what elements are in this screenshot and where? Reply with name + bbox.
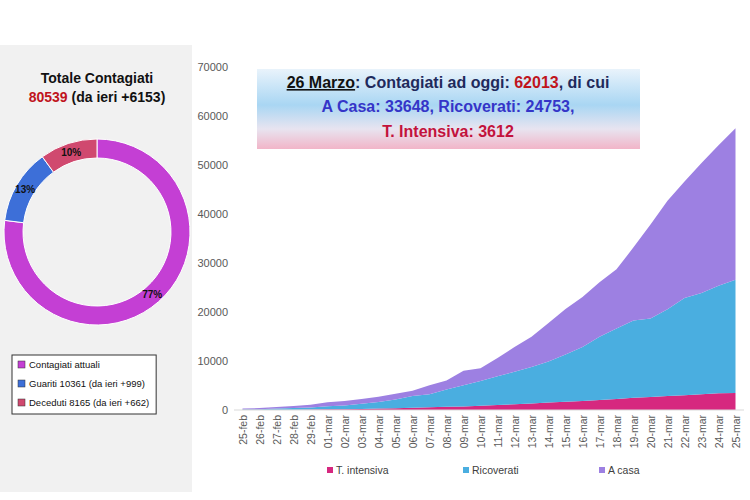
x-tick-label: 20-mar	[645, 415, 657, 449]
x-tick-label: 15-mar	[560, 415, 572, 449]
slice-label: 13%	[15, 184, 35, 195]
x-tick-label: 12-mar	[509, 415, 521, 449]
donut-slice	[42, 139, 97, 172]
donut-legend: Contagiati attuali Guariti 10361 (da ieri…	[12, 355, 156, 414]
subtitle-total: 80539	[29, 89, 68, 105]
legend-label: Deceduti 8165 (da ieri +662)	[29, 397, 149, 408]
x-tick-label: 18-mar	[611, 415, 623, 449]
annotation-date: 26 Marzo	[287, 74, 356, 91]
x-tick-label: 21-mar	[662, 415, 674, 449]
area-series	[243, 128, 736, 409]
x-tick-label: 25-mar	[730, 415, 742, 449]
donut-subtitle: 80539 (da ieri +6153)	[29, 89, 166, 105]
x-tick-label: 19-mar	[628, 415, 640, 449]
y-tick-label: 30000	[197, 257, 228, 269]
donut-slice	[4, 139, 190, 325]
x-tick-label: 09-mar	[458, 415, 470, 449]
x-tick-label: 07-mar	[424, 415, 436, 449]
legend-label: Ricoverati	[472, 464, 519, 476]
x-tick-label: 13-mar	[526, 415, 538, 449]
page: {"chart_data": [ {"type": "pie", "title"…	[0, 0, 750, 500]
donut-slice	[5, 157, 54, 223]
legend-label: Guariti 10361 (da ieri +999)	[29, 378, 145, 389]
x-tick-label: 25-feb	[237, 415, 249, 445]
annotation-line: 26 Marzo: Contagiati ad oggi: 62013, di …	[287, 74, 610, 91]
annotation-text: , di cui	[559, 74, 610, 91]
legend-swatch	[327, 467, 333, 473]
annotation-text: : Contagiati ad oggi:	[355, 74, 514, 91]
slice-label: 77%	[142, 289, 162, 300]
x-axis: 25-feb 26-feb 27-feb 28-feb 29-feb 01-mar 02-m…	[237, 415, 742, 449]
x-tick-label: 17-mar	[594, 415, 606, 449]
annotation-line: A Casa: 33648, Ricoverati: 24753,	[322, 98, 575, 115]
x-tick-label: 05-mar	[390, 415, 402, 449]
x-tick-label: 26-feb	[254, 415, 266, 445]
legend-swatch	[463, 467, 469, 473]
background	[0, 0, 750, 500]
y-tick-label: 60000	[197, 110, 228, 122]
y-tick-label: 0	[222, 404, 228, 416]
legend-label: T. intensiva	[336, 464, 389, 476]
donut-labels: 77% 13% 10%	[15, 147, 162, 300]
annotation-number: 62013	[514, 74, 559, 91]
x-tick-label: 28-feb	[288, 415, 300, 445]
x-tick-label: 04-mar	[373, 415, 385, 449]
slice-label: 10%	[61, 147, 81, 158]
left-panel	[0, 45, 192, 492]
donut-slices	[4, 139, 190, 325]
y-tick-label: 70000	[197, 61, 228, 73]
area-marks	[243, 128, 736, 410]
x-tick-label: 23-mar	[696, 415, 708, 449]
area-chart: 0 10000 20000 30000 40000 50000 60000 70000 25-f…	[197, 61, 744, 476]
legend-label: A casa	[608, 464, 640, 476]
annotation-line: T. Intensiva: 3612	[382, 123, 514, 140]
x-tick-label: 10-mar	[475, 415, 487, 449]
legend-box	[12, 355, 156, 414]
x-axis-line	[234, 410, 744, 411]
legend-swatch	[18, 399, 25, 406]
x-tick-label: 29-feb	[305, 415, 317, 445]
x-tick-label: 22-mar	[679, 415, 691, 449]
x-tick-label: 11-mar	[492, 415, 504, 448]
x-tick-label: 08-mar	[441, 415, 453, 449]
donut-title: Totale Contagiati	[41, 70, 154, 86]
x-tick-label: 02-mar	[339, 415, 351, 449]
donut-chart: Totale Contagiati 80539 (da ieri +6153) 77…	[4, 70, 190, 414]
x-tick-label: 16-mar	[577, 415, 589, 449]
x-tick-label: 01-mar	[322, 415, 334, 449]
y-tick-label: 20000	[197, 306, 228, 318]
x-tick-label: 27-feb	[271, 415, 283, 445]
annotation-box	[257, 69, 640, 149]
y-tick-label: 50000	[197, 159, 228, 171]
legend-swatch	[18, 361, 25, 368]
x-tick-label: 14-mar	[543, 415, 555, 449]
legend-swatch	[18, 380, 25, 387]
y-axis: 0 10000 20000 30000 40000 50000 60000 70000	[197, 61, 228, 416]
y-tick-label: 40000	[197, 208, 228, 220]
area-legend: T. intensiva Ricoverati A casa	[327, 464, 640, 476]
x-tick-label: 03-mar	[356, 415, 368, 449]
chart-canvas: Totale Contagiati 80539 (da ieri +6153) 77…	[0, 0, 750, 500]
x-tick-label: 24-mar	[713, 415, 725, 449]
subtitle-delta: (da ieri +6153)	[68, 89, 166, 105]
annotation: 26 Marzo: Contagiati ad oggi: 62013, di …	[257, 69, 640, 149]
y-tick-label: 10000	[197, 355, 228, 367]
legend-label: Contagiati attuali	[29, 359, 100, 370]
legend-swatch	[599, 467, 605, 473]
x-tick-label: 06-mar	[407, 415, 419, 449]
